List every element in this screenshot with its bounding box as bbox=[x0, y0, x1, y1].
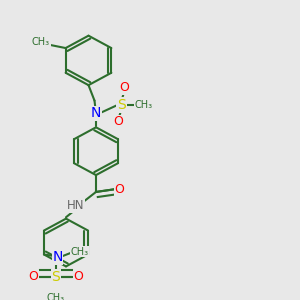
Text: O: O bbox=[28, 270, 38, 284]
Text: N: N bbox=[91, 106, 101, 120]
Text: HN: HN bbox=[67, 200, 84, 212]
Text: CH₃: CH₃ bbox=[134, 100, 152, 110]
Text: O: O bbox=[74, 270, 83, 284]
Text: O: O bbox=[120, 82, 129, 94]
Text: S: S bbox=[117, 98, 126, 112]
Text: CH₃: CH₃ bbox=[32, 38, 50, 47]
Text: CH₃: CH₃ bbox=[71, 247, 89, 257]
Text: O: O bbox=[114, 183, 124, 196]
Text: O: O bbox=[114, 115, 123, 128]
Text: CH₃: CH₃ bbox=[47, 293, 65, 300]
Text: S: S bbox=[52, 270, 60, 284]
Text: N: N bbox=[52, 250, 63, 264]
